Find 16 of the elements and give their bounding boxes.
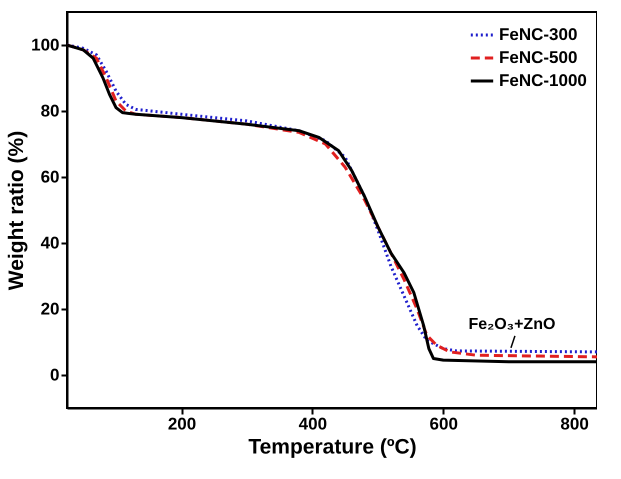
y-axis-title: Weight ratio (%) — [5, 130, 28, 290]
y-tick-label: 20 — [40, 300, 60, 318]
y-tick-label: 40 — [40, 234, 60, 252]
x-tick-label: 400 — [298, 414, 328, 434]
y-tick-label: 100 — [31, 36, 60, 54]
y-tick-label: 0 — [50, 366, 60, 384]
legend-label: FeNC-500 — [499, 48, 578, 67]
x-tick-label: 200 — [168, 414, 196, 434]
annotation: Fe₂O₃+ZnO — [468, 316, 556, 333]
x-axis-title: Temperature (ºC) — [248, 436, 417, 458]
legend-label: FeNC-1000 — [499, 71, 587, 90]
x-tick-label: 600 — [430, 414, 458, 434]
y-tick-label: 60 — [40, 168, 60, 186]
x-tick-label: 800 — [560, 414, 589, 434]
y-tick-label: 80 — [40, 102, 60, 120]
legend-label: FeNC-300 — [499, 25, 578, 44]
